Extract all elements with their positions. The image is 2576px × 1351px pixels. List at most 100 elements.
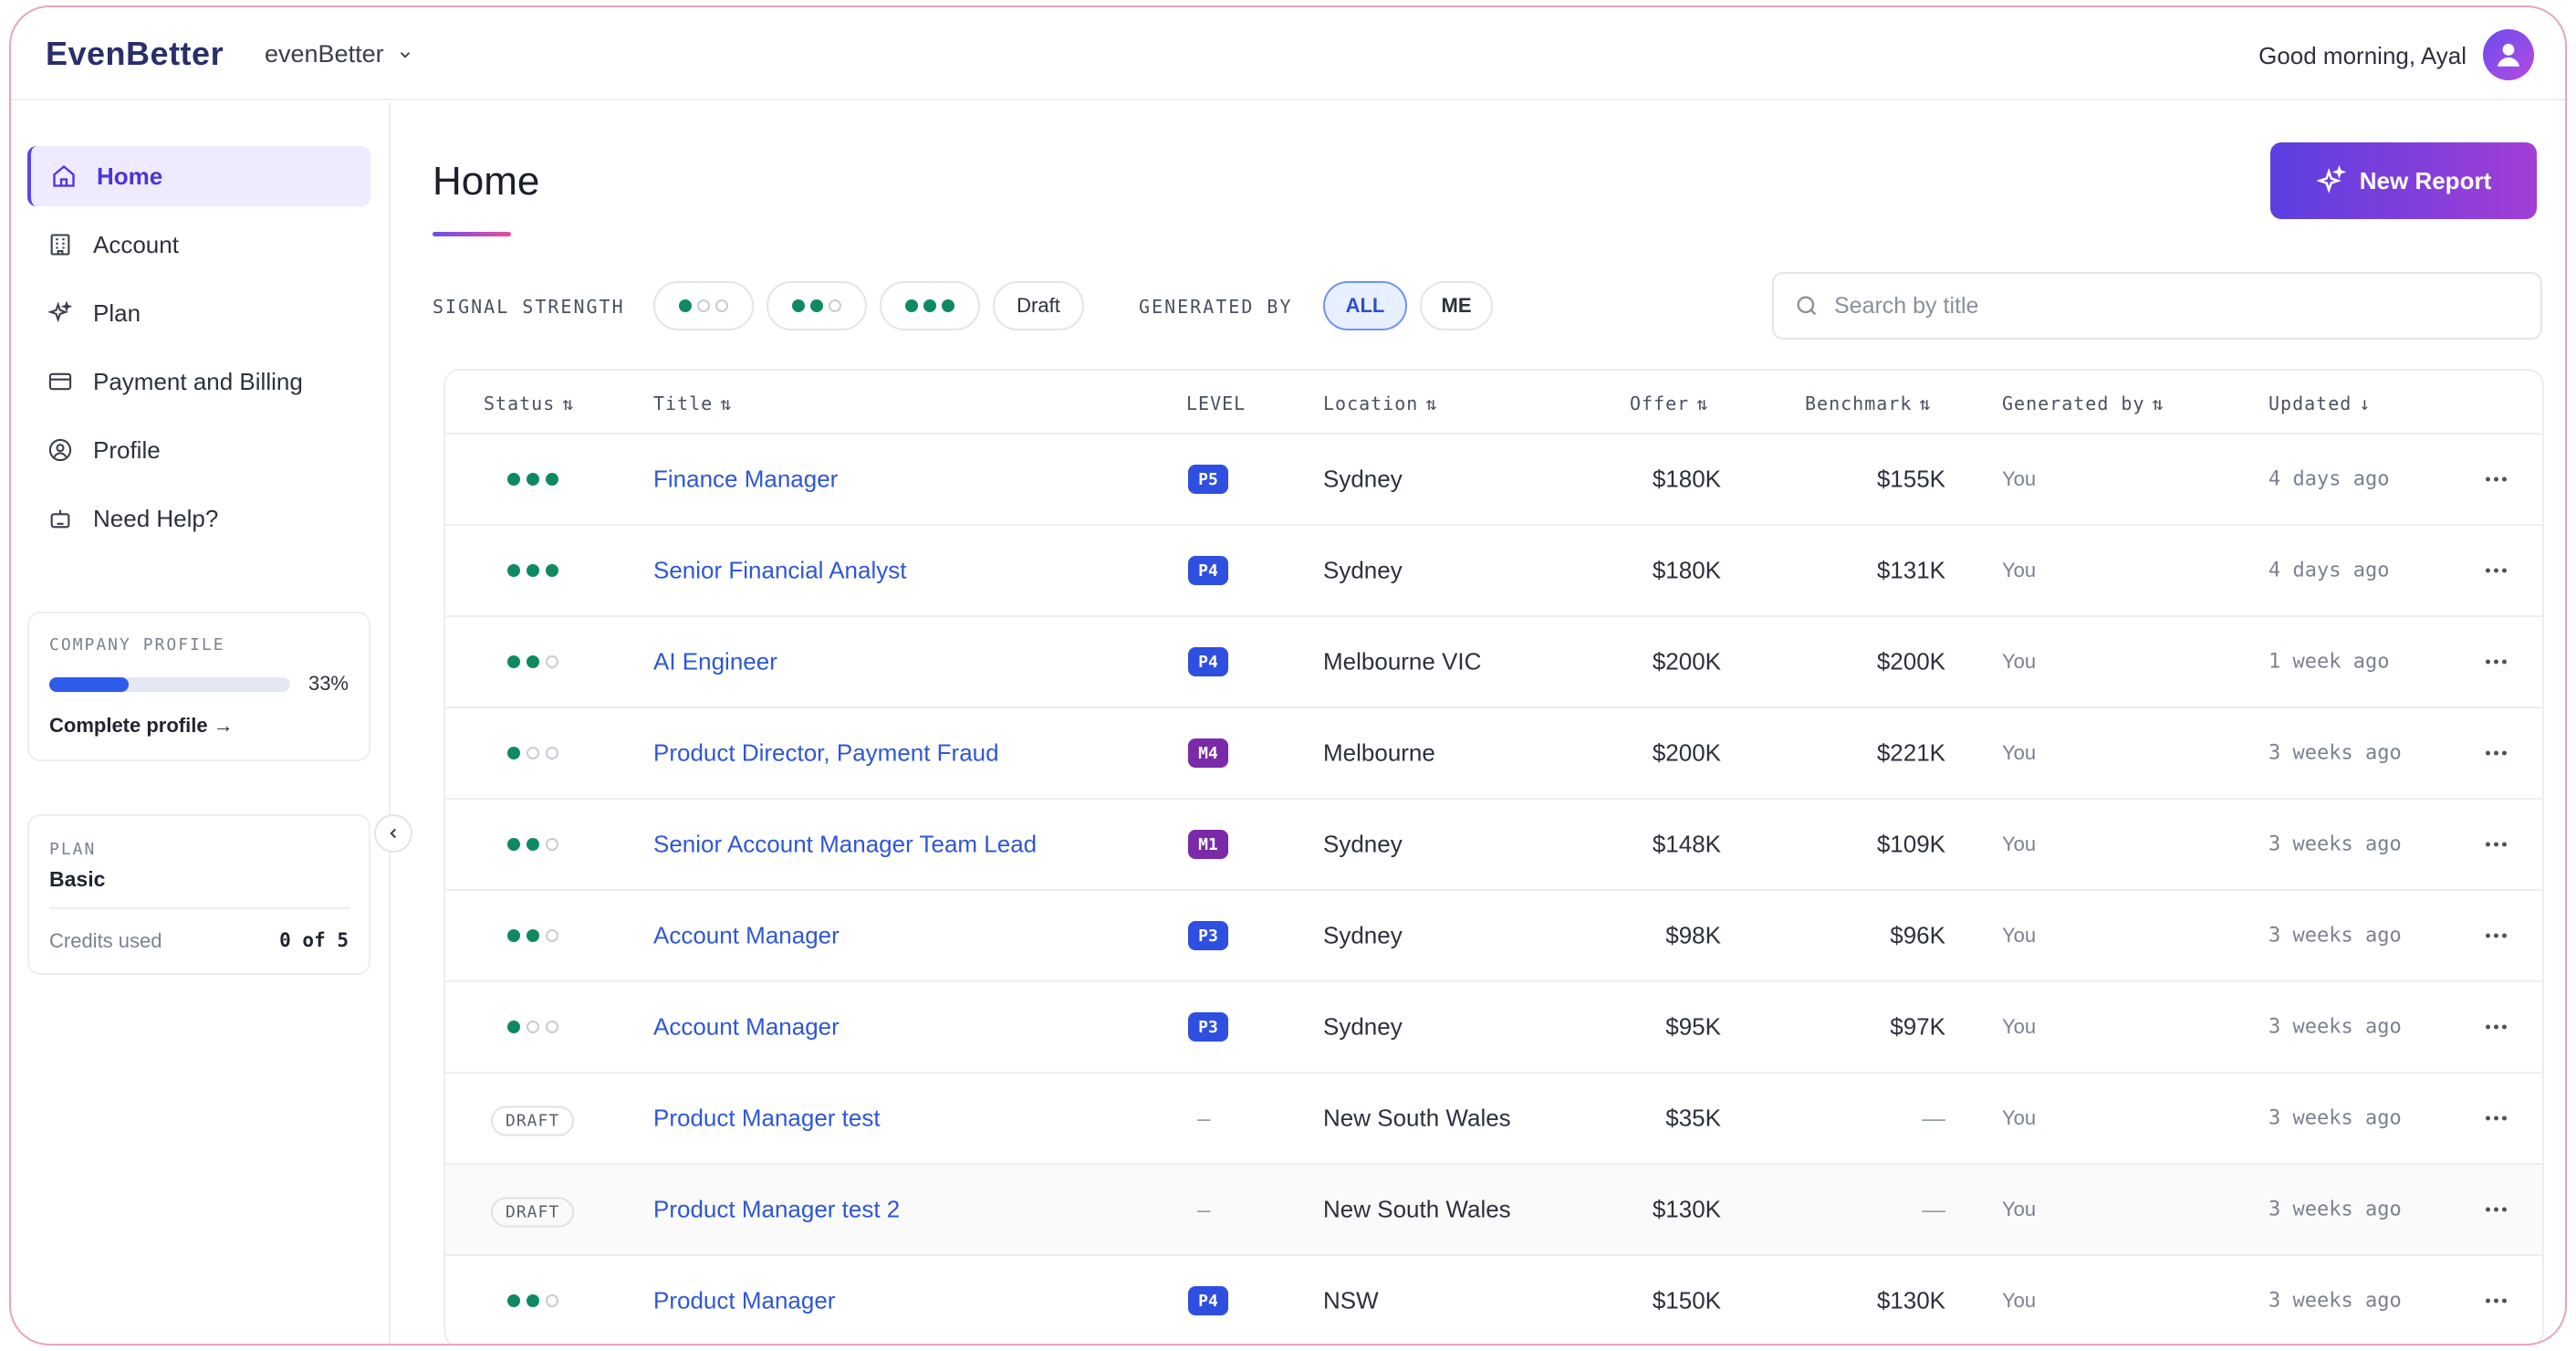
more-dots-icon bbox=[2494, 659, 2498, 665]
row-actions-button[interactable] bbox=[2486, 568, 2507, 573]
row-actions-button[interactable] bbox=[2486, 842, 2507, 847]
row-actions-button[interactable] bbox=[2486, 933, 2507, 938]
report-title-link[interactable]: AI Engineer bbox=[653, 647, 777, 676]
signal-filter-3[interactable] bbox=[880, 281, 980, 330]
search-input[interactable] bbox=[1834, 292, 2528, 319]
signal-strength-indicator bbox=[507, 747, 558, 759]
row-actions-button[interactable] bbox=[2486, 750, 2507, 756]
updated-cell: 1 week ago bbox=[2268, 650, 2390, 674]
signal-dot-on bbox=[527, 929, 539, 942]
signal-dot-off bbox=[546, 747, 558, 759]
sidebar-item-account[interactable]: Account bbox=[27, 215, 370, 275]
table-row[interactable]: Senior Account Manager Team Lead M1 Sydney… bbox=[445, 800, 2542, 891]
signal-filter-1[interactable] bbox=[653, 281, 754, 330]
level-cell: P3 bbox=[1188, 1012, 1228, 1042]
brand-logo[interactable]: EvenBetter bbox=[46, 35, 224, 73]
location-cell: New South Wales bbox=[1323, 1195, 1511, 1223]
table-row[interactable]: DRAFT Product Manager test 2 – New South Wa… bbox=[445, 1165, 2542, 1256]
location-cell: Sydney bbox=[1323, 465, 1403, 493]
report-title-link[interactable]: Account Manager bbox=[653, 1012, 840, 1041]
sort-icon: ⇅ bbox=[1696, 393, 1709, 414]
row-actions-button[interactable] bbox=[2486, 1207, 2507, 1212]
more-dots-icon bbox=[2502, 1115, 2507, 1121]
column-header-label: Status bbox=[484, 393, 556, 414]
column-header-offer[interactable]: Offer ⇅ bbox=[1630, 393, 1708, 414]
signal-dot-off bbox=[546, 838, 558, 851]
signal-filter-2[interactable] bbox=[767, 281, 867, 330]
collapse-sidebar-button[interactable] bbox=[374, 814, 412, 853]
table-row[interactable]: Account Manager P3 Sydney $98K $96K You 3 week… bbox=[445, 891, 2542, 982]
offer-cell: $180K bbox=[1652, 465, 1721, 493]
column-header-generated-by[interactable]: Generated by ⇅ bbox=[2002, 393, 2164, 414]
row-actions-button[interactable] bbox=[2486, 1024, 2507, 1030]
row-actions-button[interactable] bbox=[2486, 1115, 2507, 1121]
new-report-button[interactable]: New Report bbox=[2270, 142, 2537, 219]
generated-by-me-filter[interactable]: ME bbox=[1420, 281, 1493, 330]
draft-filter[interactable]: Draft bbox=[993, 281, 1084, 330]
sidebar-item-home[interactable]: Home bbox=[27, 146, 370, 206]
signal-dot-on bbox=[527, 473, 539, 486]
offer-cell: $180K bbox=[1652, 556, 1721, 584]
table-row[interactable]: Product Director, Payment Fraud M4 Melbour… bbox=[445, 708, 2542, 800]
report-title-link[interactable]: Product Manager bbox=[653, 1286, 836, 1314]
offer-cell: $148K bbox=[1652, 830, 1721, 858]
generated-by-cell: You bbox=[2002, 924, 2037, 947]
report-title-link[interactable]: Account Manager bbox=[653, 921, 840, 949]
updated-cell: 3 weeks ago bbox=[2268, 924, 2402, 948]
report-title-link[interactable]: Senior Account Manager Team Lead bbox=[653, 830, 1038, 858]
more-dots-icon bbox=[2502, 1207, 2507, 1212]
signal-dot-off bbox=[546, 929, 558, 942]
benchmark-cell: $109K bbox=[1876, 830, 1945, 858]
user-icon bbox=[2497, 43, 2520, 67]
chevron-down-icon bbox=[400, 51, 410, 58]
more-dots-icon bbox=[2502, 1024, 2507, 1030]
row-actions-button[interactable] bbox=[2486, 659, 2507, 665]
column-header-location[interactable]: Location ⇅ bbox=[1323, 393, 1437, 414]
more-dots-icon bbox=[2502, 933, 2507, 938]
status-cell: DRAFT bbox=[491, 1105, 575, 1136]
signal-dot-on bbox=[507, 747, 520, 759]
report-title-link[interactable]: Product Manager test bbox=[653, 1104, 881, 1132]
row-actions-button[interactable] bbox=[2486, 477, 2507, 482]
table-row[interactable]: Senior Financial Analyst P4 Sydney $180K $13… bbox=[445, 526, 2542, 617]
table-row[interactable]: Product Manager P4 NSW $150K $130K You 3 weeks… bbox=[445, 1256, 2542, 1344]
offer-cell: $35K bbox=[1665, 1104, 1721, 1132]
report-title-link[interactable]: Product Manager test 2 bbox=[653, 1195, 901, 1223]
sidebar-item-payment-billing[interactable]: Payment and Billing bbox=[27, 351, 370, 412]
report-title-link[interactable]: Product Director, Payment Fraud bbox=[653, 738, 999, 767]
updated-cell: 4 days ago bbox=[2268, 559, 2390, 582]
column-header-benchmark[interactable]: Benchmark ⇅ bbox=[1805, 393, 1931, 414]
org-switcher[interactable]: evenBetter bbox=[265, 40, 413, 68]
report-title-link[interactable]: Finance Manager bbox=[653, 465, 839, 493]
location-cell: Sydney bbox=[1323, 556, 1403, 584]
signal-dot-off bbox=[546, 1294, 558, 1307]
signal-dot-off bbox=[527, 1021, 539, 1033]
row-actions-button[interactable] bbox=[2486, 1298, 2507, 1304]
table-row[interactable]: Account Manager P3 Sydney $95K $97K You 3 week… bbox=[445, 982, 2542, 1073]
generated-by-cell: You bbox=[2002, 1289, 2037, 1312]
draft-filter-label: Draft bbox=[1017, 294, 1060, 317]
column-header-status[interactable]: Status ⇅ bbox=[484, 393, 574, 414]
table-row[interactable]: Finance Manager P5 Sydney $180K $155K You 4 da… bbox=[445, 435, 2542, 526]
table-row[interactable]: DRAFT Product Manager test – New South Wale… bbox=[445, 1073, 2542, 1165]
generated-by-all-filter[interactable]: ALL bbox=[1323, 281, 1407, 330]
report-title-link[interactable]: Senior Financial Analyst bbox=[653, 556, 907, 584]
plan-name: Basic bbox=[49, 867, 106, 891]
signal-strength-indicator bbox=[507, 929, 558, 942]
benchmark-cell: $96K bbox=[1890, 921, 1945, 949]
avatar[interactable] bbox=[2483, 29, 2534, 80]
sidebar-item-profile[interactable]: Profile bbox=[27, 420, 370, 480]
signal-dot-on bbox=[507, 838, 520, 851]
complete-profile-link[interactable]: Complete profile → bbox=[49, 714, 234, 737]
column-header-title[interactable]: Title ⇅ bbox=[653, 393, 732, 414]
column-header-updated[interactable]: Updated ↓ bbox=[2268, 393, 2371, 414]
table-row[interactable]: AI Engineer P4 Melbourne VIC $200K $200K You 1… bbox=[445, 617, 2542, 708]
level-badge: P3 bbox=[1188, 921, 1228, 950]
level-cell: – bbox=[1197, 1104, 1211, 1132]
sidebar-item-plan[interactable]: Plan bbox=[27, 283, 370, 343]
location-cell: Sydney bbox=[1323, 830, 1403, 858]
sidebar-item-need-help[interactable]: Need Help? bbox=[27, 488, 370, 549]
more-dots-icon bbox=[2494, 477, 2498, 482]
level-badge: P3 bbox=[1188, 1012, 1228, 1042]
search-box[interactable] bbox=[1772, 272, 2542, 340]
